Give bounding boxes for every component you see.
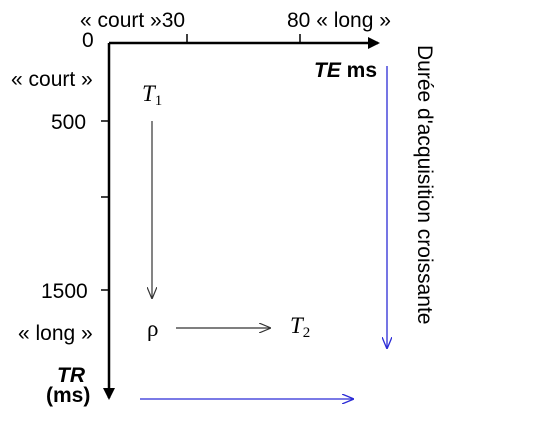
- tr-tick-label-1500: 1500: [41, 280, 88, 303]
- tr-label-short: « court »: [11, 68, 93, 91]
- te-tick-label-short: « court »30: [80, 9, 186, 32]
- t2-symbol: T: [290, 313, 303, 338]
- te-symbol: TE: [314, 59, 341, 82]
- tr-tick-label-500: 500: [51, 111, 87, 134]
- te-tick-label-long: 80 « long »: [287, 9, 391, 32]
- tr-label-long: « long »: [18, 322, 93, 345]
- t1-index: 1: [154, 93, 163, 109]
- tr-symbol: TR: [57, 364, 85, 387]
- tr-unit: (ms): [46, 384, 91, 407]
- t2-index: 2: [302, 325, 311, 341]
- te-axis-title: TE ms: [314, 60, 377, 81]
- t2-weighting: T2: [290, 314, 310, 341]
- origin-label: 0: [82, 29, 94, 52]
- acquisition-duration-label: Durée d'acquisition croissante: [413, 45, 436, 325]
- t1-weighting: T1: [142, 82, 162, 109]
- t1-symbol: T: [142, 81, 155, 106]
- rho-weighting: ρ: [147, 316, 159, 341]
- te-unit: ms: [340, 59, 378, 82]
